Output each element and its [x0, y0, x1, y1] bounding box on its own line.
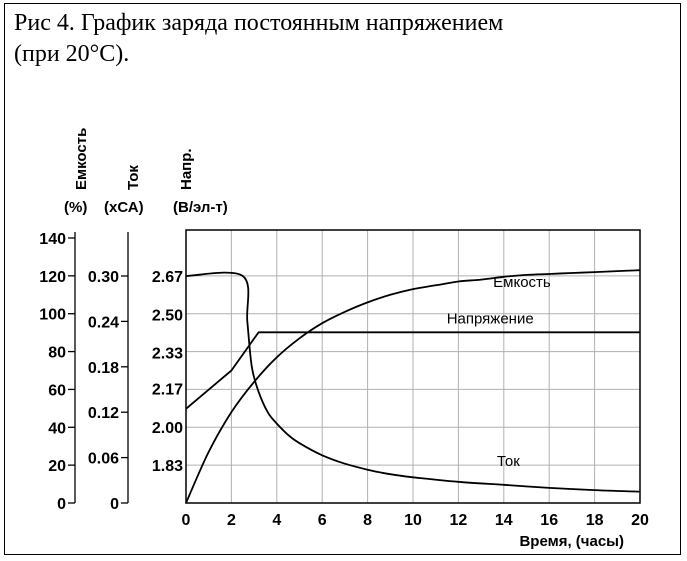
voltage-tick-label: 2.50 [152, 307, 183, 324]
voltage-axis-units: (В/эл-т) [173, 199, 228, 216]
voltage-tick-label: 2.17 [152, 382, 183, 399]
voltage-axis-header: Напр. [178, 148, 195, 190]
x-tick-labels: 0 2 4 6 8 10 12 14 16 18 20 [182, 512, 649, 529]
x-tick-label: 18 [586, 512, 604, 529]
capacity-tick-label: 140 [39, 231, 66, 248]
x-tick-label: 6 [318, 512, 327, 529]
capacity-tick-label: 0 [57, 496, 66, 513]
current-tick-label: 0.24 [88, 314, 119, 331]
capacity-tick-label: 20 [48, 458, 66, 475]
x-tick-label: 4 [272, 512, 281, 529]
caption-line-2: (при 20°С). [14, 41, 130, 67]
x-tick-label: 20 [631, 512, 649, 529]
y-axes: 140 120 100 80 60 40 20 0 Емкость (%) 0.30 0.24 0.18… [39, 128, 227, 513]
capacity-tick-label: 80 [48, 345, 66, 362]
x-tick-label: 0 [182, 512, 191, 529]
current-tick-label: 0 [110, 496, 119, 513]
x-tick-label: 8 [363, 512, 372, 529]
caption-line-1: Рис 4. График заряда постоянным напряжен… [14, 10, 504, 36]
series-label-voltage: Напряжение [447, 310, 534, 327]
series-line-capacity [185, 269, 641, 504]
grid [186, 230, 640, 503]
x-tick-label: 10 [404, 512, 422, 529]
series-label-capacity: Емкость [493, 274, 551, 291]
voltage-tick-label: 2.33 [152, 346, 183, 363]
figure-caption: Рис 4. График заряда постоянным напряжен… [14, 8, 654, 70]
capacity-axis-units: (%) [64, 199, 87, 216]
capacity-tick-label: 100 [39, 307, 66, 324]
series-line-current [185, 271, 641, 493]
series-label-current: Ток [497, 453, 520, 470]
capacity-tick-label: 40 [48, 420, 66, 437]
voltage-tick-label: 1.83 [152, 458, 183, 475]
current-tick-label: 0.12 [88, 405, 119, 422]
current-axis-units: (хСА) [104, 199, 144, 216]
plot-border [185, 229, 641, 504]
x-tick-label: 2 [227, 512, 236, 529]
series-lines [185, 269, 641, 504]
series-line-voltage [185, 331, 640, 410]
x-axis-title: Время, (часы) [519, 533, 624, 550]
voltage-tick-label: 2.00 [152, 420, 183, 437]
current-tick-label: 0.06 [88, 451, 119, 468]
x-tick-label: 12 [450, 512, 468, 529]
capacity-tick-label: 120 [39, 269, 66, 286]
capacity-tick-label: 60 [48, 382, 66, 399]
current-tick-label: 0.18 [88, 360, 119, 377]
current-axis-header: Ток [125, 165, 142, 190]
current-tick-label: 0.30 [88, 269, 119, 286]
capacity-axis-header: Емкость [73, 128, 90, 190]
series-labels: Емкость Напряжение Ток [447, 274, 551, 470]
x-tick-label: 14 [495, 512, 513, 529]
voltage-tick-label: 2.67 [152, 269, 183, 286]
x-tick-label: 16 [540, 512, 558, 529]
